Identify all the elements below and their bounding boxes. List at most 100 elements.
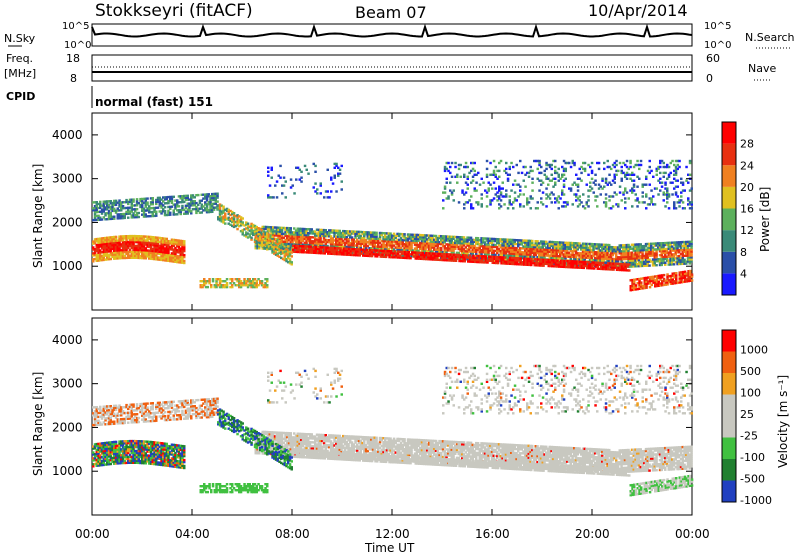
power-cell [260, 235, 264, 238]
power-cell [529, 251, 532, 254]
power-cell [398, 256, 402, 259]
power-cell [398, 242, 401, 246]
power-cell [678, 281, 681, 284]
power-cell [619, 262, 622, 266]
power-cell [130, 210, 133, 213]
power-cell [524, 253, 527, 256]
power-cell [447, 235, 450, 238]
power-cell [645, 282, 648, 285]
power-cell [294, 243, 298, 246]
power-cell [508, 246, 511, 249]
power-cell [280, 236, 284, 239]
power-cell [622, 244, 625, 247]
power-cell [585, 242, 588, 246]
power-cell [537, 264, 540, 267]
power-cell [264, 278, 267, 281]
power-cell [359, 236, 362, 240]
power-cell [397, 250, 400, 253]
power-cell [592, 252, 595, 256]
power-cell [683, 244, 686, 248]
power-cell [448, 241, 452, 244]
power-cell [343, 243, 347, 247]
power-cell [404, 250, 407, 254]
power-cell [644, 252, 648, 256]
power-cell [342, 247, 346, 250]
power-cell [555, 247, 558, 250]
power-cell [127, 246, 130, 250]
power-cell [142, 253, 146, 256]
power-cell [107, 238, 111, 241]
power-cell [146, 249, 149, 252]
power-cell [279, 236, 282, 239]
power-cell [654, 281, 657, 284]
power-cell [685, 250, 688, 253]
power-cell [664, 263, 667, 266]
power-cell [114, 209, 118, 212]
power-cell [370, 250, 374, 254]
power-cell [135, 204, 139, 207]
power-cell [428, 254, 431, 257]
power-cell [211, 202, 214, 206]
power-cell [506, 250, 509, 253]
power-cell [587, 250, 590, 253]
power-cell [555, 245, 558, 248]
power-cell [587, 256, 590, 259]
power-cell [123, 250, 126, 254]
power-cell [675, 277, 678, 281]
power-cell [380, 233, 383, 237]
power-cell [545, 240, 548, 243]
power-cell [476, 242, 480, 246]
power-cell [118, 213, 121, 216]
power-cell [540, 262, 543, 265]
power-cell [564, 243, 567, 246]
power-cell [279, 234, 282, 237]
power-cell [640, 277, 643, 280]
power-cell [92, 209, 95, 212]
power-cell [553, 246, 557, 250]
power-cell [611, 251, 614, 255]
power-cell [144, 247, 147, 250]
power-cell [303, 231, 306, 235]
power-cell [538, 258, 542, 261]
power-cell [504, 254, 508, 257]
power-cell [480, 245, 483, 248]
power-cell [328, 250, 332, 253]
power-cell [671, 272, 674, 275]
power-cell [218, 207, 222, 210]
power-cell [137, 254, 140, 258]
power-cell [457, 237, 460, 241]
power-cell [380, 239, 383, 243]
power-cell [572, 262, 575, 265]
power-cell [172, 256, 175, 259]
power-cell [398, 232, 401, 236]
power-cell [349, 247, 353, 251]
power-cell [608, 262, 612, 265]
power-cell [337, 247, 340, 250]
power-cell [419, 235, 422, 239]
power-cell [222, 209, 225, 212]
power-cell [158, 204, 161, 207]
power-cell [398, 248, 401, 251]
power-cell [327, 248, 330, 251]
power-cell [334, 246, 337, 250]
power-cell [672, 247, 676, 250]
power-cell [294, 233, 298, 236]
power-cell [324, 238, 327, 242]
power-cell [430, 252, 433, 255]
power-cell [417, 245, 420, 249]
power-cell [176, 258, 179, 262]
power-cell [447, 243, 450, 246]
power-cell [582, 260, 585, 264]
power-cell [434, 236, 438, 240]
power-cell [167, 257, 170, 261]
power-cell [658, 254, 662, 257]
power-cell [528, 259, 531, 263]
power-cell [401, 244, 404, 248]
power-cell [363, 233, 366, 236]
power-cell [162, 204, 165, 207]
power-cell [100, 212, 104, 215]
power-cell [566, 249, 569, 252]
power-cell [121, 250, 125, 254]
power-cell [423, 253, 426, 257]
power-cell [169, 254, 172, 257]
